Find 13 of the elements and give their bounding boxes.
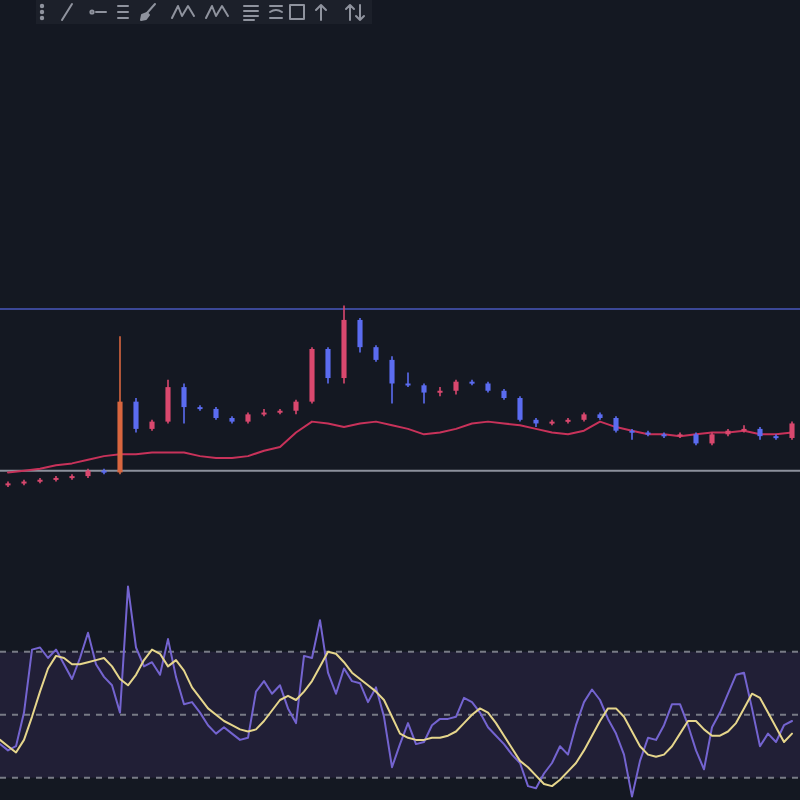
candlestick <box>357 317 363 354</box>
candlestick <box>437 386 443 397</box>
candlestick <box>517 395 523 423</box>
candlestick <box>629 428 635 441</box>
candlestick <box>133 397 139 434</box>
candlestick <box>389 355 395 405</box>
candlestick <box>165 379 171 425</box>
candlestick <box>421 382 427 405</box>
candlestick <box>741 424 747 434</box>
candlestick <box>325 346 331 385</box>
candlestick <box>789 420 795 441</box>
candlestick <box>405 371 411 388</box>
candlestick <box>181 382 187 425</box>
